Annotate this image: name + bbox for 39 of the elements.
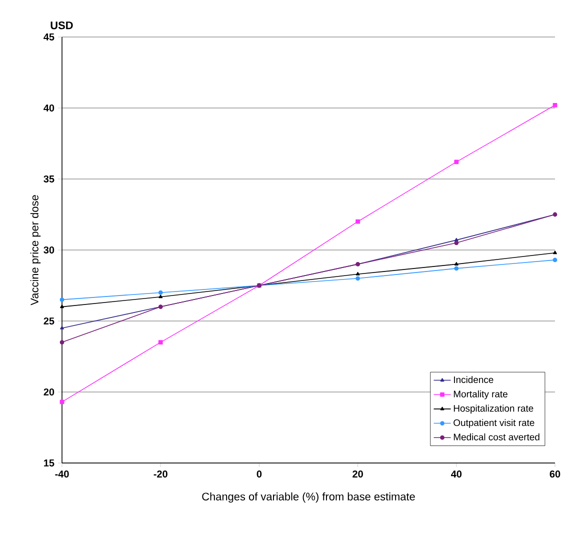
text: USD: [50, 21, 73, 30]
point: [158, 340, 163, 344]
point: [454, 160, 459, 164]
point: [60, 400, 64, 404]
point: [356, 219, 360, 224]
point: [454, 266, 459, 271]
legend-label: Outpatient visit rate: [454, 419, 534, 428]
legend-label: Incidence: [454, 376, 494, 384]
x-tick-label: 20: [352, 470, 363, 478]
x-tick-label: -40: [55, 470, 69, 478]
y-tick-label: 30: [44, 246, 54, 254]
legend-label: Mortality rate: [454, 390, 508, 400]
x-axis-title: Changes of variable (%) from base estimate: [202, 492, 415, 503]
y-tick-label: 25: [44, 317, 54, 325]
point: [356, 276, 360, 281]
point: [553, 250, 557, 254]
legend-label: Medical cost averted: [454, 433, 540, 440]
point: [158, 290, 163, 295]
y-axis-title: Vaccine price per dose: [30, 195, 41, 306]
x-tick-label: 60: [550, 470, 560, 478]
y-tick-label: 35: [44, 175, 54, 183]
point: [552, 102, 558, 108]
point: [60, 304, 64, 308]
point: [60, 326, 64, 330]
point: [454, 240, 459, 246]
y-tick-label: 20: [44, 388, 54, 396]
x-tick-label: 40: [451, 470, 462, 478]
point: [60, 340, 64, 344]
x-tick-label: -20: [154, 470, 168, 478]
legend-label: Hospitalization rate: [454, 404, 534, 414]
point: [158, 294, 163, 298]
y-tick-label: 40: [44, 104, 54, 112]
x-tick-label: 0: [256, 470, 262, 478]
point: [552, 258, 558, 262]
point: [356, 272, 360, 276]
y-tick-label: 15: [44, 460, 54, 466]
point: [454, 262, 458, 266]
point: [60, 298, 64, 302]
y-tick-label: 45: [44, 34, 54, 40]
